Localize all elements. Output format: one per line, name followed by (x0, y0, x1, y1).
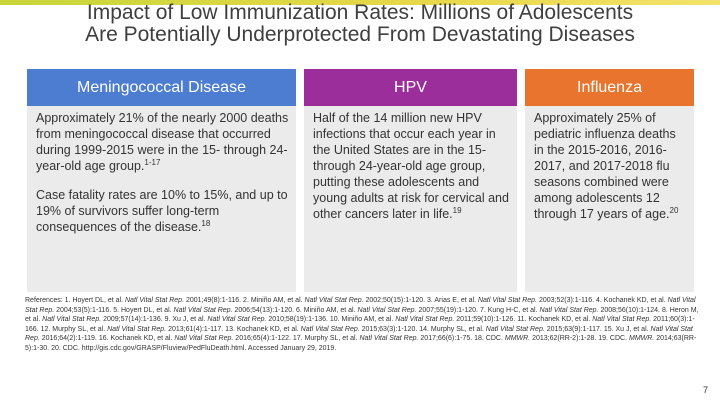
header-influenza-label: Influenza (577, 79, 642, 96)
accent-bar (0, 0, 720, 5)
citation-1-17: 1-17 (144, 157, 161, 167)
slide-title: Impact of Low Immunization Rates: Millio… (0, 2, 720, 46)
body-meningococcal: Approximately 21% of the nearly 2000 dea… (27, 106, 296, 292)
header-meningococcal-label: Meningococcal Disease (77, 79, 246, 96)
header-meningococcal: Meningococcal Disease (27, 69, 296, 106)
body-hpv: Half of the 14 million new HPV infection… (304, 106, 517, 292)
citation-18: 18 (201, 218, 211, 228)
hpv-paragraph-1: Half of the 14 million new HPV infection… (313, 111, 509, 221)
header-influenza: Influenza (525, 69, 694, 106)
meningococcal-paragraph-2: Case fatality rates are 10% to 15%, and … (36, 188, 288, 234)
header-hpv: HPV (304, 69, 517, 106)
body-influenza: Approximately 25% of pediatric influenza… (525, 106, 694, 292)
citation-19: 19 (452, 205, 462, 215)
page-number: 7 (702, 385, 708, 395)
meningococcal-paragraph-1: Approximately 21% of the nearly 2000 dea… (36, 111, 289, 173)
references: References: 1. Hoyert DL, et al. Natl Vi… (25, 297, 699, 352)
title-line-1: Impact of Low Immunization Rates: Millio… (86, 1, 634, 24)
citation-20: 20 (669, 205, 679, 215)
header-hpv-label: HPV (394, 79, 427, 96)
influenza-paragraph-1: Approximately 25% of pediatric influenza… (534, 111, 679, 221)
title-line-2: Are Potentially Underprotected From Deva… (85, 23, 635, 46)
